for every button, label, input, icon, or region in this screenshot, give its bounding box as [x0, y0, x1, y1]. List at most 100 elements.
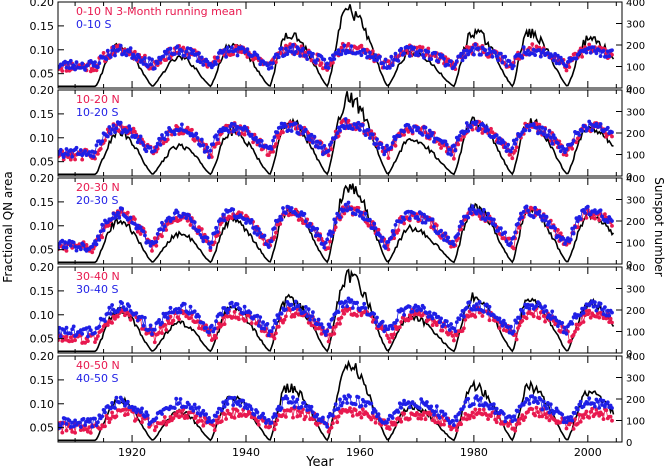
south-data-point: [463, 55, 468, 60]
south-data-point: [600, 214, 604, 219]
north-data-point: [174, 413, 179, 418]
north-data-point: [338, 321, 342, 326]
south-data-point: [278, 214, 283, 219]
south-data-point: [457, 317, 462, 322]
south-data-point: [491, 217, 496, 222]
south-data-point: [331, 53, 335, 58]
x-tick-label: 2000: [574, 446, 602, 459]
south-data-point: [275, 130, 280, 135]
south-data-point: [370, 410, 375, 415]
south-data-point: [514, 137, 519, 142]
south-data-point: [360, 305, 365, 310]
north-data-point: [610, 224, 614, 228]
south-data-point: [493, 50, 498, 55]
south-data-point: [309, 314, 314, 319]
south-data-point: [306, 307, 311, 312]
south-data-point: [325, 424, 330, 429]
north-data-point: [161, 141, 166, 146]
south-data-point: [462, 314, 466, 319]
south-data-point: [319, 419, 324, 423]
north-data-point: [326, 339, 331, 344]
south-data-point: [147, 240, 152, 245]
south-data-point: [402, 51, 406, 56]
south-data-point: [328, 325, 332, 329]
south-data-point: [433, 312, 438, 316]
north-data-point: [393, 422, 398, 427]
south-data-point: [205, 420, 210, 424]
south-data-point: [386, 327, 391, 331]
north-data-point: [430, 418, 435, 423]
north-data-point: [135, 229, 140, 234]
south-data-point: [366, 127, 371, 132]
south-data-point: [450, 418, 455, 423]
south-data-point: [208, 61, 213, 66]
south-data-point: [178, 127, 183, 131]
south-data-point: [389, 323, 394, 328]
south-data-point: [152, 148, 157, 153]
south-data-point: [81, 243, 86, 248]
south-data-point: [433, 50, 438, 55]
south-data-point: [271, 61, 275, 65]
south-data-point: [383, 57, 388, 62]
south-data-point: [73, 67, 77, 72]
left-y-tick-label: 0.05: [30, 333, 55, 346]
south-data-point: [501, 412, 506, 416]
north-data-point: [439, 422, 443, 427]
south-data-point: [509, 241, 513, 246]
south-data-point: [476, 46, 481, 51]
south-data-point: [123, 49, 127, 54]
north-data-point: [282, 408, 287, 413]
south-data-point: [67, 418, 72, 423]
south-data-point: [345, 304, 349, 309]
south-data-point: [537, 125, 542, 129]
south-data-point: [154, 145, 159, 149]
north-data-point: [416, 416, 421, 421]
south-data-point: [402, 217, 406, 222]
south-data-point: [593, 208, 597, 213]
south-data-point: [128, 127, 133, 132]
south-data-point: [219, 313, 224, 317]
south-data-point: [464, 305, 469, 310]
south-data-point: [541, 132, 546, 137]
south-data-point: [378, 54, 382, 59]
north-data-point: [86, 429, 90, 434]
south-data-point: [187, 213, 191, 218]
south-data-point: [449, 322, 453, 326]
south-data-point: [497, 136, 502, 141]
panel-data: [58, 4, 615, 88]
south-data-point: [104, 57, 109, 61]
south-data-point: [457, 54, 462, 59]
south-data-point: [207, 330, 211, 335]
south-data-point: [456, 137, 461, 142]
south-data-point: [345, 208, 349, 213]
panel-label-south: 10-20 S: [76, 106, 118, 119]
south-data-point: [118, 120, 123, 125]
south-data-point: [537, 209, 542, 214]
north-data-point: [571, 333, 576, 337]
south-data-point: [105, 134, 110, 139]
south-data-point: [281, 125, 285, 129]
right-y-tick-label: 100: [626, 239, 645, 250]
north-data-point: [581, 320, 586, 324]
left-y-tick-label: 0.05: [30, 422, 55, 435]
north-data-point: [335, 420, 340, 425]
north-data-point: [405, 127, 409, 131]
north-data-point: [489, 126, 493, 131]
south-data-point: [610, 219, 614, 223]
right-y-tick-label: 100: [626, 417, 645, 428]
south-data-point: [204, 412, 209, 417]
north-data-point: [88, 431, 93, 435]
north-data-point: [231, 407, 236, 411]
south-data-point: [396, 410, 401, 414]
north-data-point: [402, 221, 406, 226]
south-data-point: [271, 138, 275, 143]
north-data-point: [292, 314, 297, 319]
north-data-point: [275, 222, 280, 227]
south-data-point: [107, 305, 112, 310]
north-data-point: [426, 317, 431, 322]
north-data-point: [462, 326, 466, 331]
south-data-point: [188, 46, 193, 51]
south-data-point: [363, 133, 368, 138]
north-data-point: [181, 45, 186, 50]
south-data-point: [372, 312, 377, 316]
